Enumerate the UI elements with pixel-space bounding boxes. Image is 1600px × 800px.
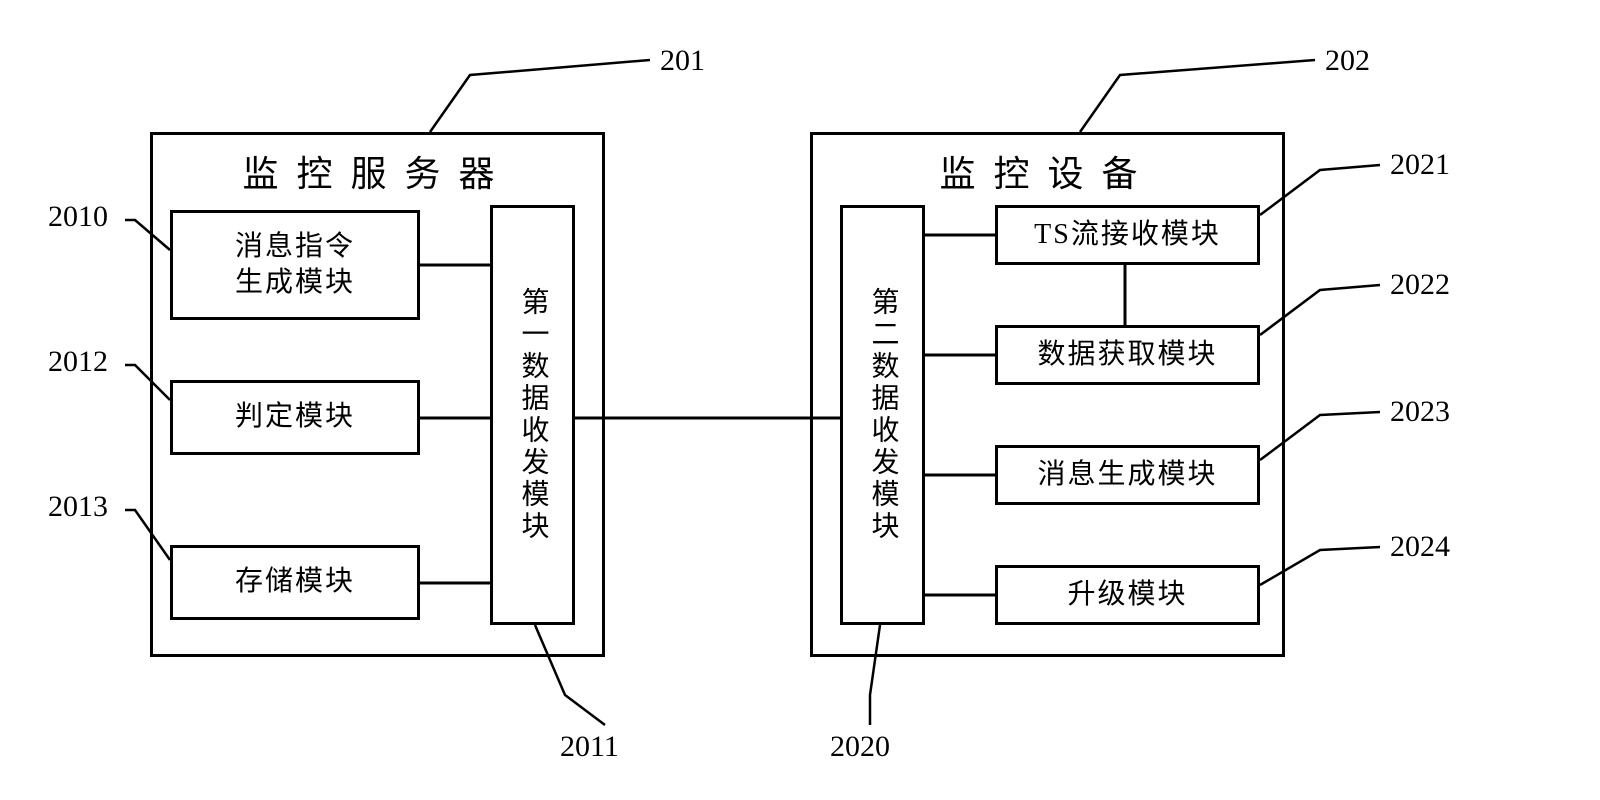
module-2023-text: 消息生成模块	[1037, 457, 1217, 493]
label-2011: 2011	[560, 730, 619, 764]
leader-201	[430, 60, 650, 132]
module-2012: 判定模块	[170, 380, 420, 455]
module-2011-text: 第一数据收发模块	[513, 287, 553, 543]
module-2022-text: 数据获取模块	[1037, 337, 1217, 373]
module-2020-text: 第二数据收发模块	[863, 287, 903, 543]
leader-202	[1080, 60, 1315, 132]
module-2021: TS流接收模块	[995, 205, 1260, 265]
label-2010: 2010	[48, 200, 108, 234]
module-2024: 升级模块	[995, 565, 1260, 625]
module-2022: 数据获取模块	[995, 325, 1260, 385]
module-2021-text: TS流接收模块	[1034, 217, 1221, 253]
module-2020: 第二数据收发模块	[840, 205, 925, 625]
label-201: 201	[660, 44, 705, 78]
label-2020: 2020	[830, 730, 890, 764]
module-2023: 消息生成模块	[995, 445, 1260, 505]
module-2024-text: 升级模块	[1067, 577, 1187, 613]
label-2023: 2023	[1390, 395, 1450, 429]
server-title: 监控服务器	[153, 135, 602, 203]
label-2013: 2013	[48, 490, 108, 524]
label-202: 202	[1325, 44, 1370, 78]
label-2012: 2012	[48, 345, 108, 379]
label-2024: 2024	[1390, 530, 1450, 564]
module-2013: 存储模块	[170, 545, 420, 620]
module-2013-text: 存储模块	[235, 564, 355, 600]
module-2010-text: 消息指令生成模块	[235, 229, 355, 302]
label-2022: 2022	[1390, 268, 1450, 302]
module-2012-text: 判定模块	[235, 399, 355, 435]
module-2010: 消息指令生成模块	[170, 210, 420, 320]
module-2011: 第一数据收发模块	[490, 205, 575, 625]
label-2021: 2021	[1390, 148, 1450, 182]
device-title: 监控设备	[813, 135, 1282, 203]
